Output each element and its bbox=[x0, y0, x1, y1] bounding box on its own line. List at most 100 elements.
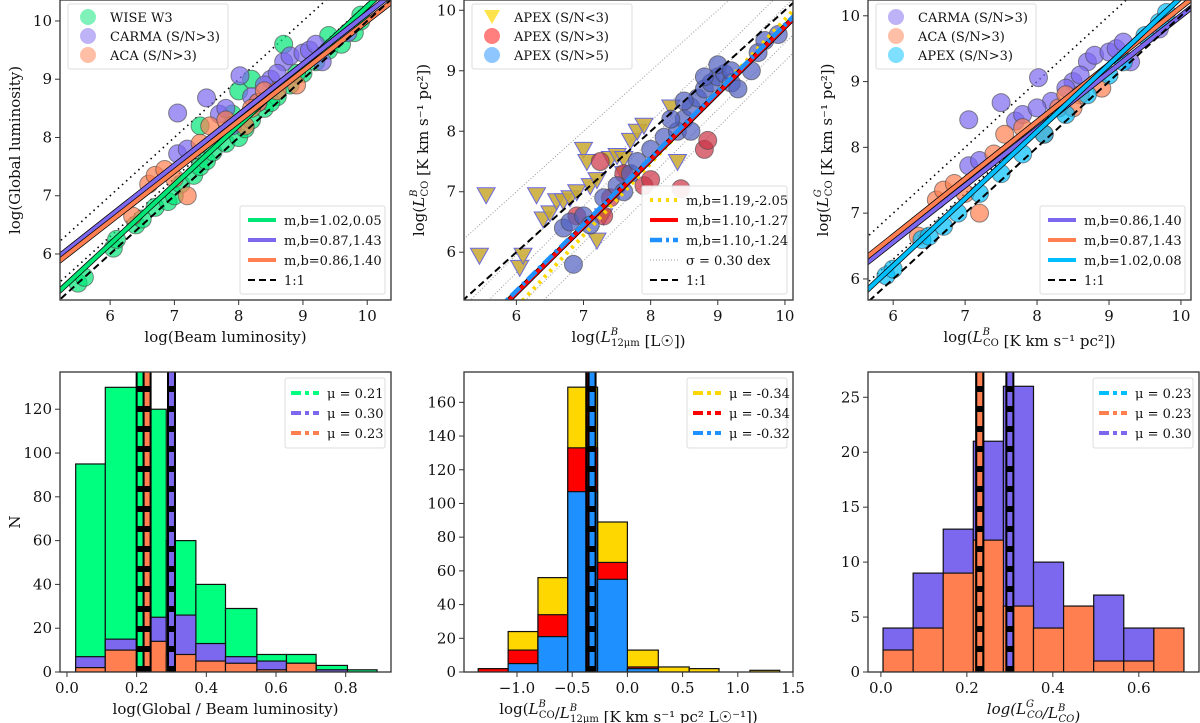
legend-label: APEX (S/N<3) bbox=[513, 11, 609, 26]
legend-marker bbox=[80, 28, 96, 44]
y-tick-label: 0 bbox=[446, 663, 456, 681]
legend-box bbox=[239, 205, 386, 295]
data-point bbox=[469, 247, 490, 266]
y-tick-label: 60 bbox=[437, 562, 456, 580]
x-tick-label: 10 bbox=[775, 307, 794, 325]
histogram-bar bbox=[912, 627, 944, 672]
legend-label: CARMA (S/N>3) bbox=[110, 30, 220, 45]
x-tick-label: 10 bbox=[1171, 307, 1190, 325]
legend-label: ACA (S/N>3) bbox=[109, 49, 197, 64]
y-tick-label: 8 bbox=[42, 128, 52, 146]
legend-label: m,b=0.86,1.40 bbox=[284, 254, 382, 269]
plot-frame bbox=[463, 0, 794, 301]
y-tick-label: 0 bbox=[850, 663, 860, 681]
x-tick-label: 0.6 bbox=[1127, 679, 1151, 697]
panel-p3: 6 7 8 9 10 6 7 8 9 10 log(LB CO [K km s⁻¹ pc²]) log(… bbox=[813, 0, 1192, 350]
histogram-bar bbox=[1093, 660, 1125, 672]
data-point bbox=[694, 67, 714, 87]
panel-p2: 6 7 8 9 10 6 7 8 9 10 log(LB 12μm [L☉]) log(LBCO [K … bbox=[409, 0, 794, 350]
legend-label: σ = 0.30 dex bbox=[686, 254, 771, 269]
x-tick-label: 8 bbox=[234, 307, 244, 325]
plot-frame bbox=[867, 371, 1200, 673]
x-tick-label: 1.0 bbox=[726, 679, 750, 697]
x-tick-label: 0.6 bbox=[264, 679, 288, 697]
x-tick-label: 8 bbox=[1032, 307, 1042, 325]
y-tick-label: 10 bbox=[841, 7, 860, 25]
y-tick-label: 7 bbox=[42, 187, 52, 205]
plot-area bbox=[464, 0, 793, 300]
y-tick-label: 120 bbox=[427, 461, 456, 479]
x-tick-label: 0.2 bbox=[955, 679, 979, 697]
histogram-bar bbox=[104, 649, 138, 672]
panel-p5: −1.0 −0.5 0.0 0.5 1.0 1.5 0 20 40 60 80 100 120 140 16… bbox=[427, 371, 805, 723]
x-tick-label: 8 bbox=[646, 307, 656, 325]
data-point bbox=[526, 187, 547, 205]
y-tick-label: 8 bbox=[446, 122, 456, 140]
fit-line bbox=[504, 13, 793, 300]
data-point bbox=[476, 187, 497, 205]
fit-line bbox=[868, 5, 1191, 300]
x-tick-label: 9 bbox=[298, 307, 308, 325]
legend-label: m,b=1.10,-1.27 bbox=[686, 214, 788, 229]
legend-marker bbox=[80, 47, 96, 63]
legend-box bbox=[67, 3, 229, 70]
legend-label: μ = -0.34 bbox=[729, 407, 790, 422]
data-point bbox=[168, 103, 188, 123]
plot-area bbox=[75, 372, 378, 672]
x-tick-label: 0.4 bbox=[194, 679, 218, 697]
legend-top: WISE W3 CARMA (S/N>3) ACA (S/N>3) bbox=[67, 3, 229, 70]
y-tick-label: 10 bbox=[841, 553, 860, 571]
histogram-bar bbox=[285, 662, 317, 672]
y-tick-label: 160 bbox=[427, 393, 456, 411]
y-tick-label: 80 bbox=[437, 528, 456, 546]
legend-label: μ = 0.30 bbox=[327, 407, 384, 422]
fit-line bbox=[868, 0, 1182, 293]
histogram-bar bbox=[75, 667, 106, 672]
legend-marker bbox=[888, 9, 904, 25]
legend-label: μ = -0.34 bbox=[729, 387, 790, 402]
data-point bbox=[573, 141, 594, 160]
sigma-line bbox=[543, 52, 793, 300]
x-tick-label: 6 bbox=[105, 307, 115, 325]
y-tick-label: 120 bbox=[23, 400, 52, 418]
sigma-line bbox=[488, 0, 793, 300]
legend-box bbox=[686, 377, 788, 449]
fit-line bbox=[60, 0, 391, 300]
data-point bbox=[991, 93, 1011, 113]
legend-label: μ = 0.30 bbox=[1135, 427, 1192, 442]
legend-top: APEX (S/N<3) APEX (S/N>3) APEX (S/N>5) bbox=[471, 3, 633, 70]
histogram-bar bbox=[942, 572, 974, 672]
x-tick-label: 1.5 bbox=[781, 679, 805, 697]
offset-line bbox=[868, 0, 1128, 238]
legend-label: m,b=0.87,1.43 bbox=[284, 234, 382, 249]
histogram-bar bbox=[537, 636, 569, 672]
legend-label: CARMA (S/N>3) bbox=[918, 11, 1028, 26]
data-point bbox=[661, 109, 681, 129]
data-point bbox=[587, 232, 607, 251]
legend-label: 1:1 bbox=[686, 274, 707, 289]
y-tick-label: 20 bbox=[437, 629, 456, 647]
y-tick-label: 20 bbox=[33, 619, 52, 637]
x-tick-label: −0.5 bbox=[554, 679, 590, 697]
x-tick-label: 7 bbox=[579, 307, 589, 325]
x-axis-label: log(LG CO/LB CO) bbox=[987, 699, 1081, 723]
histogram-bar bbox=[882, 649, 914, 672]
legend: μ = -0.34 μ = -0.34 μ = -0.32 bbox=[686, 377, 790, 449]
legend-marker bbox=[80, 9, 96, 25]
histogram-bar bbox=[75, 463, 106, 672]
sigma-line bbox=[469, 0, 775, 300]
legend-label: m,b=1.19,-2.05 bbox=[686, 194, 788, 209]
fit-line bbox=[60, 0, 388, 259]
x-tick-label: 0.0 bbox=[615, 679, 639, 697]
legend-marker bbox=[484, 28, 500, 44]
x-axis-label: log(Global / Beam luminosity) bbox=[113, 700, 339, 718]
data-point bbox=[513, 247, 533, 266]
data-point bbox=[728, 79, 748, 99]
data-point bbox=[509, 259, 530, 278]
histogram-bar bbox=[104, 386, 138, 672]
legend-label: m,b=0.86,1.40 bbox=[1084, 214, 1182, 229]
plot-frame bbox=[867, 0, 1192, 301]
legend-box bbox=[875, 3, 1037, 70]
histogram-bar bbox=[1123, 660, 1155, 672]
legend-label: ACA (S/N>3) bbox=[917, 30, 1005, 45]
